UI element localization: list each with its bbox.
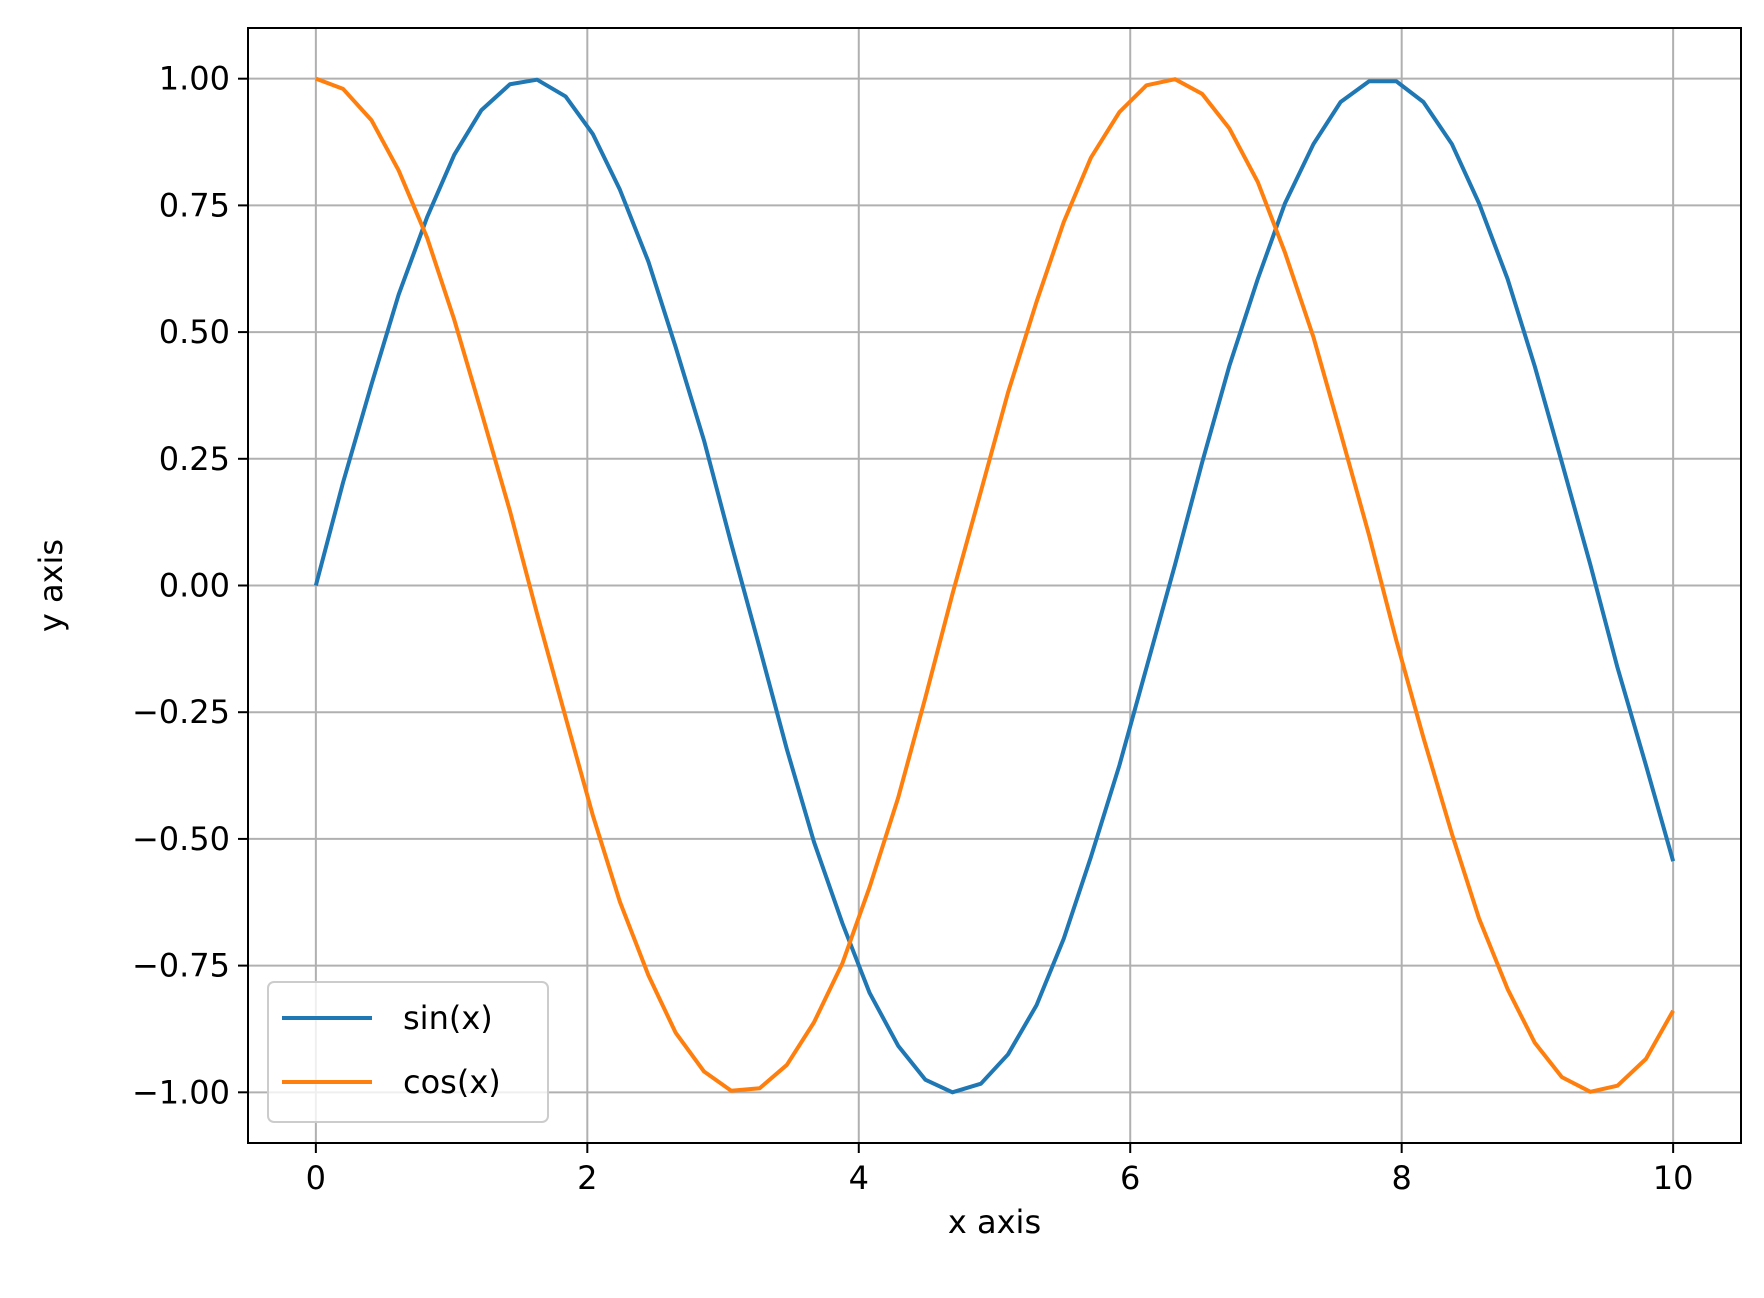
legend-label-sin: sin(x) [403, 999, 493, 1037]
x-tick-label: 10 [1653, 1159, 1694, 1197]
x-tick-label: 2 [577, 1159, 597, 1197]
series-line-cos [315, 76, 1675, 1094]
y-tick-label: 0.50 [159, 313, 230, 351]
y-axis-label: y axis [32, 539, 70, 632]
y-tick-label: 1.00 [159, 60, 230, 98]
x-tick-label: 8 [1392, 1159, 1412, 1197]
y-tick-label: 0.00 [159, 567, 230, 605]
series-line-sin [313, 77, 1676, 1095]
x-tick-label: 6 [1120, 1159, 1140, 1197]
x-tick-label: 4 [849, 1159, 869, 1197]
y-tick-label: 0.75 [159, 186, 230, 224]
y-tick-label: −0.25 [132, 693, 230, 731]
legend: sin(x) cos(x) [267, 981, 549, 1123]
y-tick-label: −0.50 [132, 820, 230, 858]
y-tick-label: −1.00 [132, 1073, 230, 1111]
legend-label-cos: cos(x) [403, 1063, 501, 1101]
y-tick-label: −0.75 [132, 947, 230, 985]
plot-lines [313, 76, 1676, 1095]
axis-ticks: 0 2 4 6 8 10 1.00 0.75 0.50 0.25 0.00 −0.25 −0.50 −0.… [132, 60, 1694, 1197]
x-axis-label: x axis [948, 1203, 1041, 1241]
x-tick-label: 0 [306, 1159, 326, 1197]
y-tick-label: 0.25 [159, 440, 230, 478]
grid [248, 28, 1741, 1143]
